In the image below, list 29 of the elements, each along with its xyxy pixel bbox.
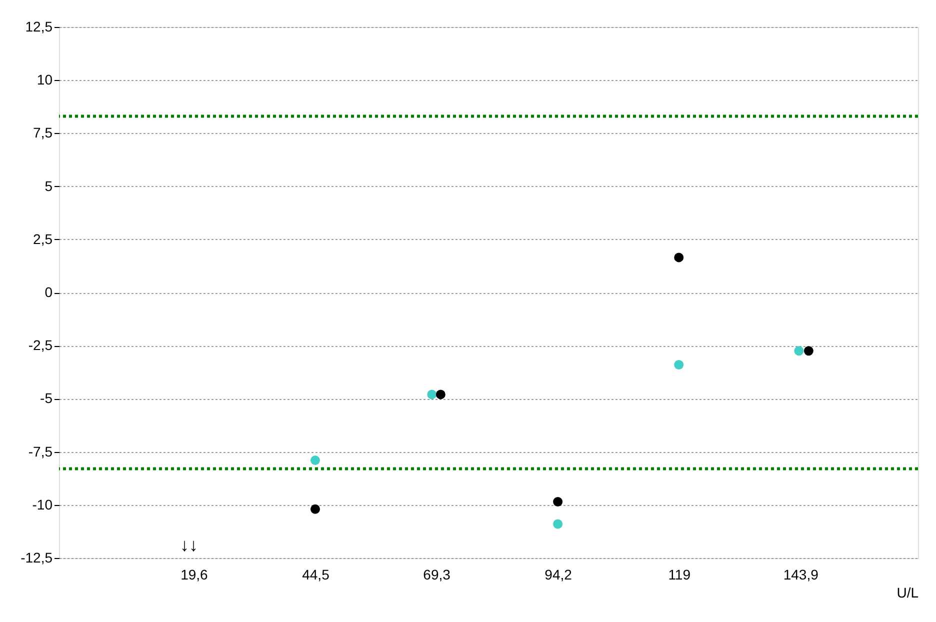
y-tick-label: -12,5	[20, 550, 53, 566]
y-tick-label: -2,5	[28, 337, 53, 354]
point	[804, 346, 814, 356]
x-axis-title: U/L	[896, 584, 919, 600]
y-tick-label: 0	[44, 284, 53, 300]
point	[674, 360, 684, 370]
x-tick-label: 69,3	[423, 566, 451, 582]
y-tick-label: -10	[32, 496, 53, 512]
y-tick-label: 12,5	[25, 18, 53, 34]
point	[794, 346, 804, 356]
y-tick-label: 2,5	[33, 230, 53, 247]
point	[310, 456, 320, 466]
point	[436, 390, 446, 400]
y-tick-label: -7,5	[28, 443, 53, 460]
point	[553, 519, 563, 529]
x-tick-label: 143,9	[783, 566, 819, 582]
y-tick-label: 10	[36, 72, 53, 88]
y-tick-label: -5	[40, 390, 53, 406]
point	[553, 496, 563, 506]
point	[310, 504, 320, 514]
point	[427, 390, 437, 400]
y-tick-label: 5	[44, 178, 53, 194]
x-tick-label: 19,6	[180, 566, 208, 582]
x-tick-label: 44,5	[302, 566, 330, 582]
annotation: ↓↓	[180, 535, 198, 555]
y-tick-label: 7,5	[33, 124, 53, 141]
x-tick-label: 94,2	[544, 566, 572, 582]
point	[674, 252, 684, 262]
x-tick-label: 119	[668, 566, 691, 582]
